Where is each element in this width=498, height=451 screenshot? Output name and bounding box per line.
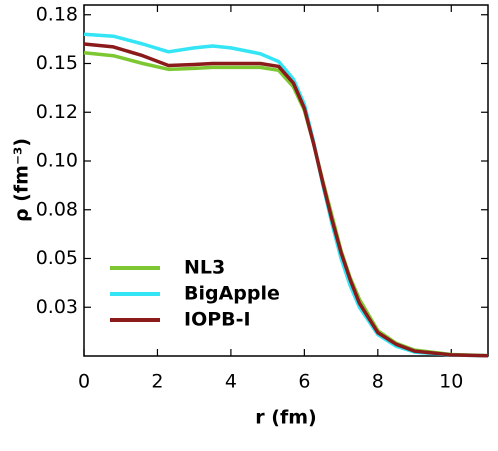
x-tick-label: 8	[372, 371, 384, 393]
data-line	[83, 51, 489, 358]
x-axis-label: r (fm)	[255, 407, 316, 429]
data-line	[83, 42, 489, 358]
y-tick-label: 0.08	[36, 198, 78, 220]
x-tick-label: 10	[439, 371, 463, 393]
x-tick-label: 4	[225, 371, 237, 393]
y-tick-label: 0.05	[36, 247, 78, 269]
plot-frame	[83, 4, 489, 357]
y-tick-label: 0.15	[36, 52, 78, 74]
y-axis-label: ρ (fm⁻³)	[11, 138, 33, 222]
y-tick-label: 0.10	[36, 150, 78, 172]
legend-label: BigApple	[184, 283, 280, 305]
y-tick-label: 0.03	[36, 296, 78, 318]
x-tick-label: 2	[151, 371, 163, 393]
x-tick-label: 0	[78, 371, 90, 393]
y-tick-label: 0.12	[36, 101, 78, 123]
x-tick-label: 6	[298, 371, 310, 393]
legend-label: NL3	[184, 257, 225, 279]
legend-label: IOPB-I	[184, 309, 251, 331]
data-line	[83, 32, 489, 358]
y-tick-label: 0.18	[36, 3, 78, 25]
